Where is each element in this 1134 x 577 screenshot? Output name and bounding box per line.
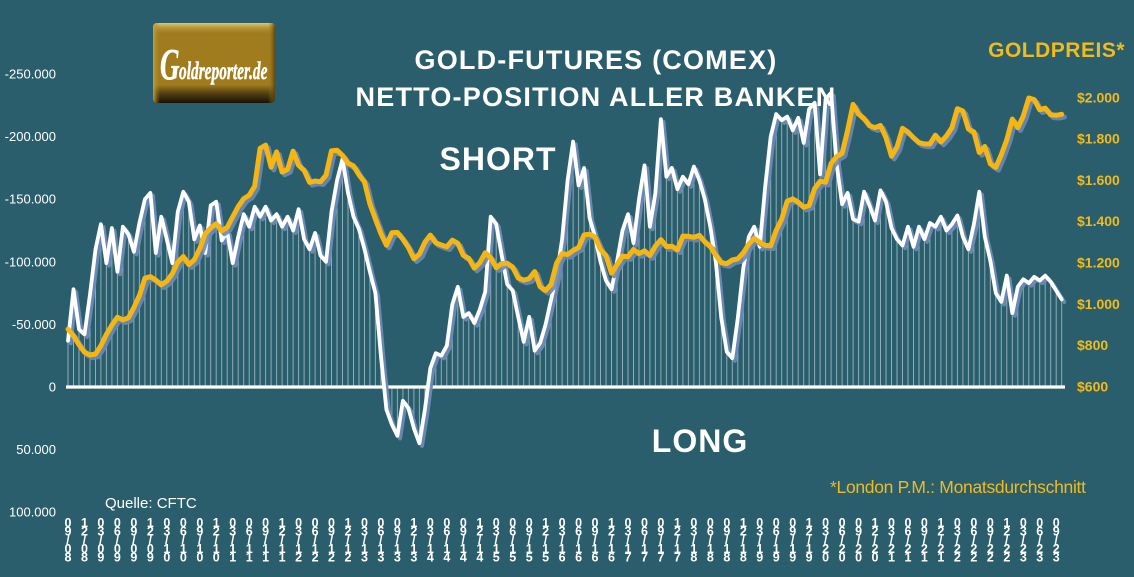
svg-text:G: G	[160, 39, 180, 88]
svg-text:12/22: 1 2/2 2	[1003, 516, 1010, 564]
svg-text:06/10: 0 6/1 0	[180, 516, 187, 564]
svg-text:09/20: 0 9/2 0	[855, 516, 862, 564]
svg-text:50.000: 50.000	[16, 442, 56, 457]
svg-text:03/16: 0 3/1 6	[559, 516, 566, 564]
svg-text:$1.200: $1.200	[1077, 255, 1120, 271]
svg-text:12/08: 1 2/0 8	[81, 516, 88, 564]
svg-text:$1.800: $1.800	[1077, 131, 1120, 147]
svg-text:09/08: 0 9/0 8	[65, 516, 72, 564]
svg-text:06/19: 0 6/1 9	[773, 516, 780, 564]
svg-text:09/16: 0 9/1 6	[592, 516, 599, 564]
svg-text:09/23: 0 9/2 3	[1053, 516, 1060, 564]
svg-text:09/17: 0 9/1 7	[657, 516, 664, 564]
svg-text:09/11: 0 9/1 1	[262, 516, 269, 564]
svg-text:12/16: 1 2/1 6	[608, 516, 615, 564]
svg-text:03/22: 0 3/2 2	[954, 516, 961, 564]
svg-text:09/21: 0 9/2 1	[921, 516, 928, 564]
svg-text:-50.000: -50.000	[12, 317, 56, 332]
svg-text:-200.000: -200.000	[5, 129, 56, 144]
svg-text:LONG: LONG	[652, 423, 748, 459]
svg-text:12/14: 1 2/1 4	[476, 516, 483, 564]
svg-text:09/13: 0 9/1 3	[394, 516, 401, 564]
svg-text:Quelle: CFTC: Quelle: CFTC	[105, 495, 197, 512]
svg-text:06/09: 0 6/0 9	[114, 516, 121, 564]
svg-text:03/12: 0 3/1 2	[295, 516, 302, 564]
svg-text:06/16: 0 6/1 6	[575, 516, 582, 564]
svg-text:-250.000: -250.000	[5, 67, 56, 82]
svg-text:03/10: 0 3/1 0	[163, 516, 170, 564]
svg-text:06/18: 0 6/1 8	[707, 516, 714, 564]
svg-text:12/19: 1 2/1 9	[806, 516, 813, 564]
svg-text:oldreporter.de: oldreporter.de	[179, 59, 267, 86]
svg-text:-100.000: -100.000	[5, 254, 56, 269]
svg-text:SHORT: SHORT	[440, 141, 557, 177]
svg-text:06/14: 0 6/1 4	[443, 516, 450, 564]
svg-text:06/15: 0 6/1 5	[509, 516, 516, 564]
svg-text:06/11: 0 6/1 1	[246, 516, 253, 564]
svg-text:09/10: 0 9/1 0	[196, 516, 203, 564]
svg-text:0: 0	[49, 380, 56, 395]
svg-text:06/20: 0 6/2 0	[839, 516, 846, 564]
svg-text:09/15: 0 9/1 5	[526, 516, 533, 564]
svg-text:06/23: 0 6/2 3	[1036, 516, 1043, 564]
svg-text:12/17: 1 2/1 7	[674, 516, 681, 564]
svg-text:03/13: 0 3/1 3	[361, 516, 368, 564]
svg-text:03/21: 0 3/2 1	[888, 516, 895, 564]
svg-text:03/18: 0 3/1 8	[690, 516, 697, 564]
svg-text:06/13: 0 6/1 3	[377, 516, 384, 564]
svg-text:12/09: 1 2/0 9	[147, 516, 154, 564]
svg-text:09/12: 0 9/1 2	[328, 516, 335, 564]
svg-text:GOLD-FUTURES (COMEX): GOLD-FUTURES (COMEX)	[415, 45, 778, 75]
svg-text:GOLDPREIS*: GOLDPREIS*	[988, 39, 1125, 62]
svg-text:12/11: 1 2/1 1	[279, 516, 286, 564]
svg-text:03/14: 0 3/1 4	[427, 516, 434, 564]
svg-text:12/18: 1 2/1 8	[740, 516, 747, 564]
svg-text:03/09: 0 3/0 9	[97, 516, 104, 564]
svg-text:12/21: 1 2/2 1	[937, 516, 944, 564]
svg-text:*London P.M.: Monatsdurchschni: *London P.M.: Monatsdurchschnitt	[830, 477, 1086, 497]
svg-text:09/09: 0 9/0 9	[130, 516, 137, 564]
svg-text:03/23: 0 3/2 3	[1020, 516, 1027, 564]
svg-text:09/18: 0 9/1 8	[723, 516, 730, 564]
svg-text:09/22: 0 9/2 2	[987, 516, 994, 564]
svg-text:09/14: 0 9/1 4	[460, 516, 467, 564]
svg-text:09/19: 0 9/1 9	[789, 516, 796, 564]
svg-text:$800: $800	[1077, 337, 1108, 353]
svg-text:03/17: 0 3/1 7	[625, 516, 632, 564]
svg-text:03/15: 0 3/1 5	[493, 516, 500, 564]
svg-text:$1.600: $1.600	[1077, 172, 1120, 188]
svg-text:03/20: 0 3/2 0	[822, 516, 829, 564]
svg-text:NETTO-POSITION ALLER BANKEN: NETTO-POSITION ALLER BANKEN	[356, 82, 837, 112]
svg-text:12/15: 1 2/1 5	[542, 516, 549, 564]
svg-text:03/11: 0 3/1 1	[229, 516, 236, 564]
svg-text:$2.000: $2.000	[1077, 89, 1120, 105]
svg-text:06/22: 0 6/2 2	[970, 516, 977, 564]
svg-text:12/20: 1 2/2 0	[872, 516, 879, 564]
svg-text:06/17: 0 6/1 7	[641, 516, 648, 564]
svg-text:$600: $600	[1077, 379, 1108, 395]
svg-text:-150.000: -150.000	[5, 192, 56, 207]
svg-text:03/19: 0 3/1 9	[756, 516, 763, 564]
svg-text:$1.400: $1.400	[1077, 213, 1120, 229]
svg-text:06/21: 0 6/2 1	[905, 516, 912, 564]
svg-text:100.000: 100.000	[9, 505, 56, 520]
svg-text:12/12: 1 2/1 2	[345, 516, 352, 564]
svg-text:12/13: 1 2/1 3	[410, 516, 417, 564]
svg-text:$1.000: $1.000	[1077, 296, 1120, 312]
svg-text:06/12: 0 6/1 2	[312, 516, 319, 564]
svg-text:12/10: 1 2/1 0	[213, 516, 220, 564]
